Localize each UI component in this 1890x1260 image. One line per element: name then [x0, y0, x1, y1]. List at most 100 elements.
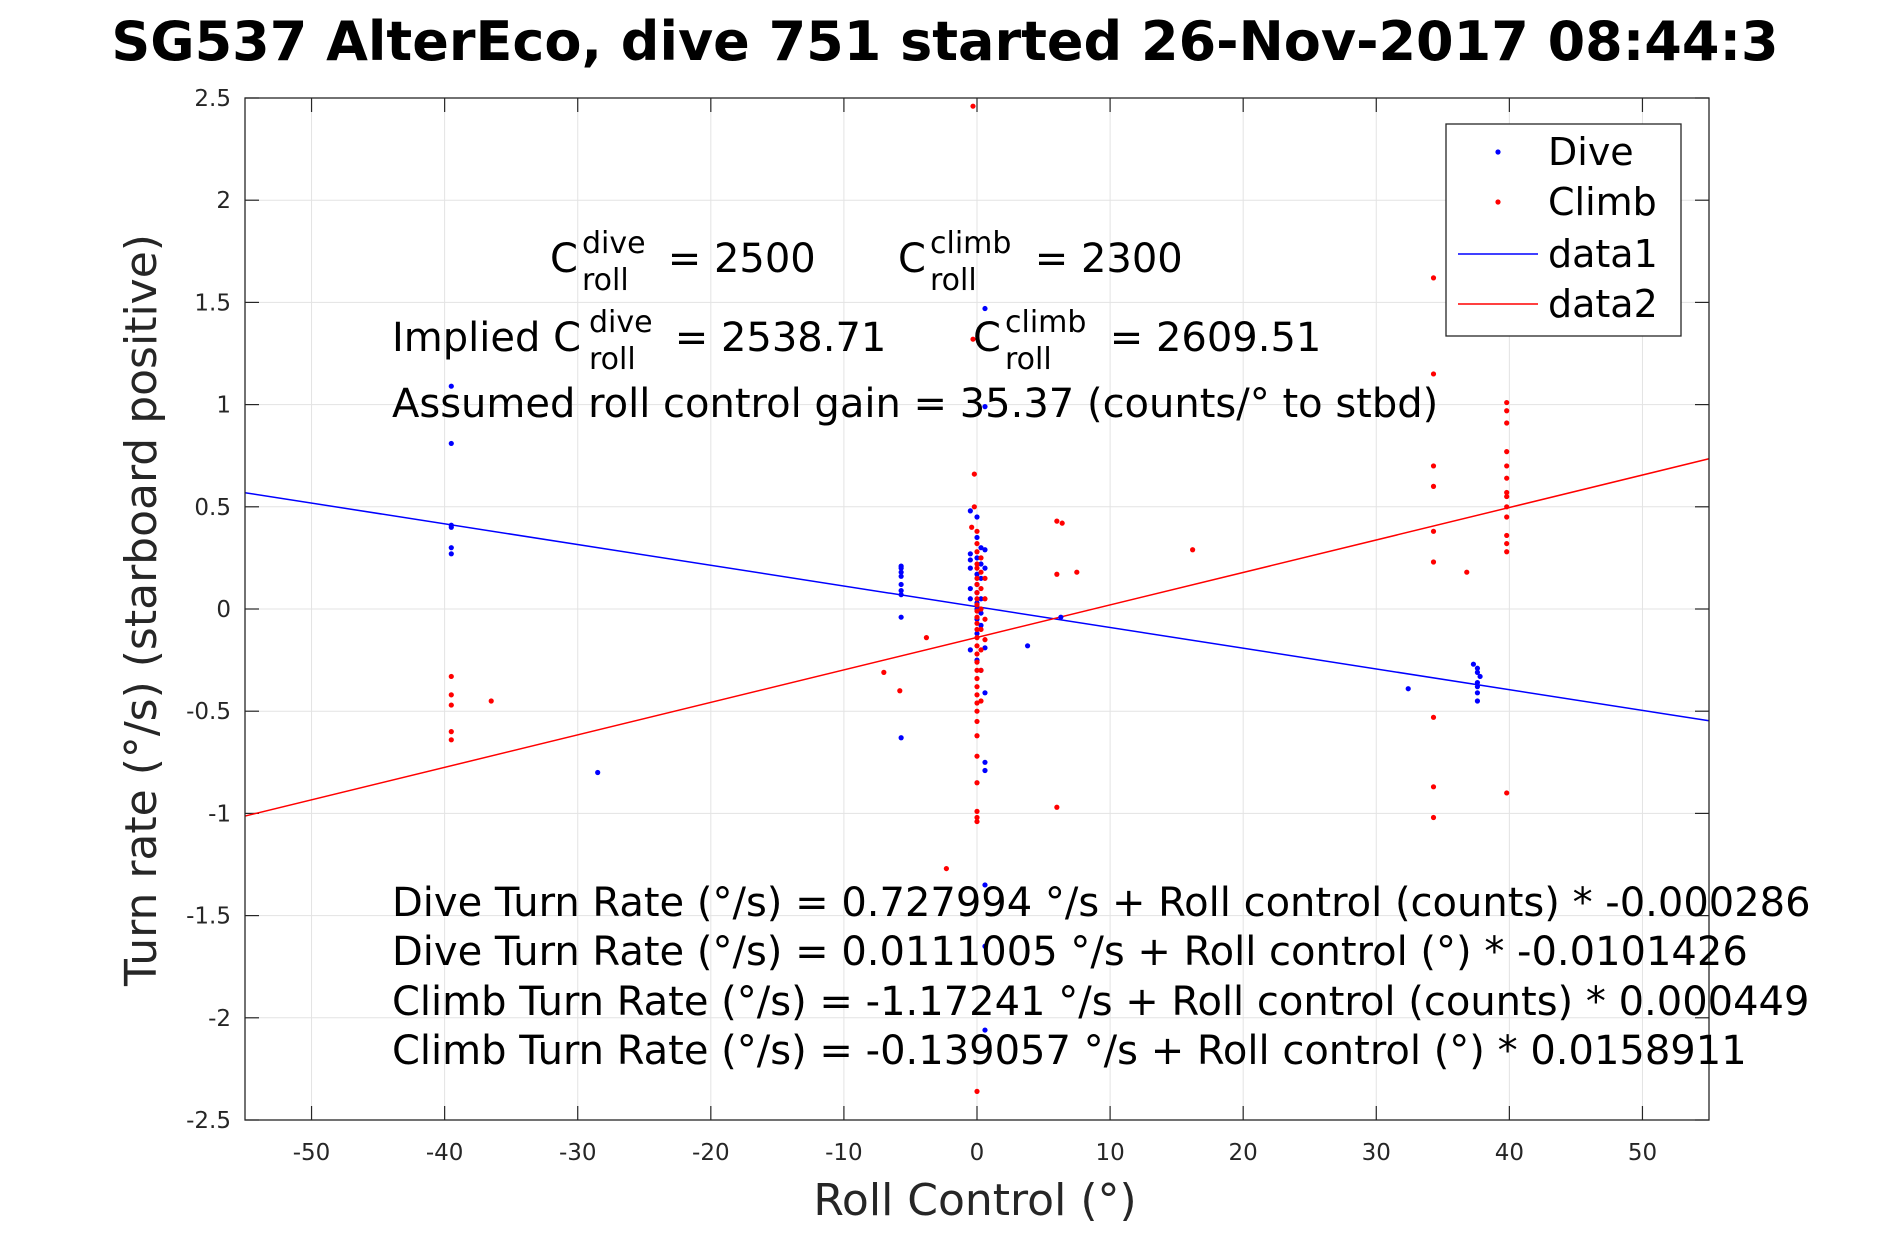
climb-point [974, 581, 980, 588]
climb-point [1504, 420, 1510, 426]
climb-point [1190, 547, 1196, 553]
dive-point [967, 647, 973, 653]
dive-point [1405, 686, 1411, 692]
x-tick-label: -30 [559, 1140, 597, 1166]
dive-point [898, 573, 904, 579]
x-tick-label: -10 [825, 1140, 863, 1166]
climb-point [1504, 463, 1510, 469]
y-tick-label: -2.5 [186, 1108, 231, 1134]
dive-point [978, 596, 984, 602]
climb-point [448, 692, 454, 698]
climb-point [974, 818, 980, 825]
axes-box [244, 97, 1710, 1121]
climb-point [1504, 790, 1510, 796]
climb-point [982, 616, 988, 622]
climb-point [1054, 518, 1060, 524]
chart-title: SG537 AlterEco, dive 751 started 26-Nov-… [111, 10, 1778, 73]
implied-climb-base: C [973, 315, 1001, 361]
x-tick-label: 40 [1495, 1140, 1524, 1166]
dive-point [898, 592, 904, 598]
c-dive-base: C [550, 236, 578, 282]
legend-label-climb: Climb [1548, 180, 1657, 224]
climb-point [978, 626, 984, 633]
y-tick-label: -0.5 [186, 699, 231, 725]
climb-point [974, 667, 980, 673]
x-tick-label: 10 [1095, 1140, 1124, 1166]
x-tick-label: -50 [293, 1140, 331, 1166]
dive-point [982, 565, 988, 571]
dive-point [448, 440, 454, 447]
implied-prefix: Implied C [392, 315, 581, 361]
data-points [448, 103, 1510, 1094]
dive-point [1058, 614, 1064, 620]
c-climb-sub: roll [930, 263, 977, 298]
climb-point [923, 635, 930, 641]
climb-point [974, 575, 980, 581]
dive-point [978, 622, 984, 628]
y-tick-label: -1 [208, 801, 231, 827]
climb-point [448, 737, 454, 743]
climb-point [974, 808, 980, 814]
fit-equation: Climb Turn Rate (°/s) = -1.17241 °/s + R… [392, 979, 1809, 1025]
y-tick-label: -2 [208, 1006, 231, 1032]
dive-point [982, 305, 988, 312]
climb-point [974, 643, 980, 649]
coefficient-annotation: C dive roll = 2500 C climb roll = 2300 I… [392, 226, 1438, 427]
dive-point [898, 581, 904, 588]
dive-point [982, 547, 988, 553]
legend-label-data1: data1 [1548, 232, 1658, 276]
climb-point [897, 688, 903, 694]
fit-equation: Dive Turn Rate (°/s) = 0.727994 °/s + Ro… [392, 880, 1811, 926]
climb-point [1504, 532, 1510, 539]
climb-point [969, 524, 975, 530]
dive-point [982, 1027, 988, 1033]
climb-point [1430, 275, 1437, 281]
dive-point [978, 545, 984, 551]
climb-point [974, 635, 980, 641]
climb-point [974, 700, 980, 706]
climb-point [974, 614, 980, 620]
climb-point [974, 718, 980, 725]
implied-dive-value: = 2538.71 [662, 315, 886, 361]
fit-equations: Dive Turn Rate (°/s) = 0.727994 °/s + Ro… [392, 880, 1811, 1074]
dive-point [974, 534, 980, 541]
dive-point [974, 514, 980, 520]
dive-point [978, 561, 984, 567]
dive-point [982, 767, 988, 774]
x-tick-label: -40 [426, 1140, 464, 1166]
y-tick-label: 1.5 [194, 290, 231, 316]
legend-label-dive: Dive [1548, 130, 1634, 174]
climb-point [448, 702, 454, 708]
climb-point [978, 555, 984, 561]
dive-point [1474, 698, 1481, 704]
climb-point [974, 608, 980, 614]
dive-point [974, 571, 980, 577]
dive-point [1474, 679, 1481, 686]
legend-marker-climb [1495, 199, 1501, 205]
dive-point [898, 614, 904, 620]
climb-point [974, 733, 980, 739]
climb-point [982, 596, 988, 602]
climb-point [1504, 493, 1510, 500]
climb-point [1430, 714, 1437, 720]
x-tick-label: -20 [692, 1140, 730, 1166]
climb-point [1504, 399, 1510, 406]
dive-point [974, 630, 980, 637]
climb-point [1504, 540, 1510, 547]
climb-point [881, 669, 887, 675]
dive-point [967, 585, 973, 592]
dive-point [982, 690, 988, 696]
climb-point [1504, 449, 1510, 455]
climb-point [974, 708, 980, 714]
climb-point [448, 729, 454, 735]
climb-point [1430, 559, 1437, 565]
dive-point [982, 645, 988, 651]
climb-point [974, 540, 980, 547]
climb-point [978, 667, 984, 673]
climb-point [982, 637, 988, 643]
climb-point [974, 1088, 980, 1094]
climb-point [1504, 489, 1510, 496]
climb-point [974, 684, 980, 690]
x-axis-label: Roll Control (°) [813, 1175, 1136, 1226]
climb-point [448, 673, 454, 680]
